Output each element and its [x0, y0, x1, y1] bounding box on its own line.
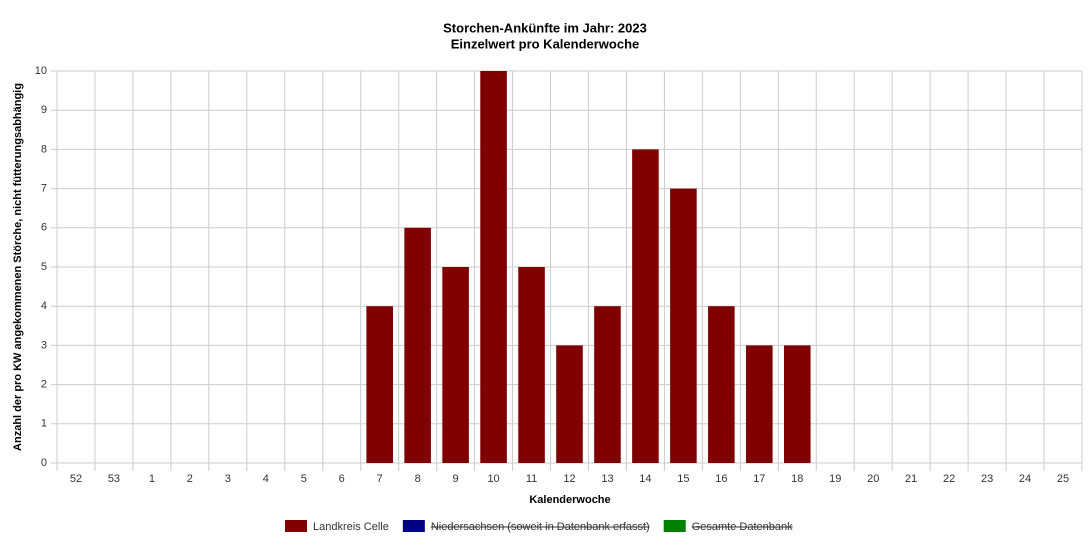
- y-tick-label: 10: [35, 65, 47, 77]
- x-tick-label: 21: [905, 473, 917, 485]
- y-tick-label: 8: [41, 143, 47, 155]
- chart-subtitle: Einzelwert pro Kalenderwoche: [451, 36, 640, 51]
- legend-swatch: [402, 520, 425, 532]
- x-tick-label: 14: [639, 473, 651, 485]
- bar: [518, 267, 545, 463]
- bar: [556, 345, 583, 463]
- y-tick-label: 3: [41, 339, 47, 351]
- x-tick-label: 22: [943, 473, 955, 485]
- chart-title: Storchen-Ankünfte im Jahr: 2023: [443, 20, 647, 35]
- x-tick-label: 19: [829, 473, 841, 485]
- y-tick-label: 6: [41, 222, 47, 234]
- x-tick-label: 15: [677, 473, 689, 485]
- x-tick-label: 53: [108, 473, 120, 485]
- x-tick-label: 4: [263, 473, 269, 485]
- x-tick-label: 7: [377, 473, 383, 485]
- x-tick-label: 10: [487, 473, 499, 485]
- bar: [783, 345, 811, 463]
- bar: [594, 306, 621, 463]
- y-tick-label: 1: [41, 418, 47, 430]
- x-tick-label: 23: [981, 473, 993, 485]
- bar: [632, 149, 659, 463]
- x-tick-label: 3: [225, 473, 231, 485]
- x-axis-label: Kalenderwoche: [529, 494, 610, 506]
- x-tick-label: 5: [301, 473, 307, 485]
- bar: [670, 188, 697, 463]
- legend-swatch: [285, 520, 307, 532]
- y-tick-label: 5: [41, 261, 47, 273]
- bar: [366, 306, 393, 463]
- x-tick-label: 25: [1057, 473, 1069, 485]
- x-tick-label: 18: [791, 473, 803, 485]
- x-tick-label: 8: [415, 473, 421, 485]
- legend-label: Landkreis Celle: [313, 521, 389, 533]
- bar: [746, 345, 773, 463]
- bar: [404, 227, 431, 463]
- x-tick-label: 12: [563, 473, 575, 485]
- bar: [708, 306, 735, 463]
- x-tick-label: 17: [753, 473, 765, 485]
- x-tick-label: 1: [149, 473, 155, 485]
- legend-swatch: [663, 520, 686, 532]
- y-tick-label: 4: [41, 300, 47, 312]
- bar: [480, 71, 507, 463]
- x-tick-label: 52: [70, 473, 82, 485]
- y-tick-label: 7: [41, 183, 47, 195]
- x-tick-label: 6: [339, 473, 345, 485]
- x-tick-label: 9: [453, 473, 459, 485]
- x-tick-label: 24: [1019, 473, 1031, 485]
- y-tick-label: 0: [41, 457, 47, 469]
- x-tick-label: 20: [867, 473, 879, 485]
- y-tick-label: 2: [41, 379, 47, 391]
- bar: [442, 267, 469, 463]
- x-tick-label: 2: [187, 473, 193, 485]
- x-tick-label: 16: [715, 473, 727, 485]
- y-tick-label: 9: [41, 104, 47, 116]
- x-tick-label: 13: [601, 473, 613, 485]
- x-tick-label: 11: [526, 473, 537, 485]
- y-axis-label: Anzahl der pro KW angekommenen Störche, …: [12, 83, 24, 451]
